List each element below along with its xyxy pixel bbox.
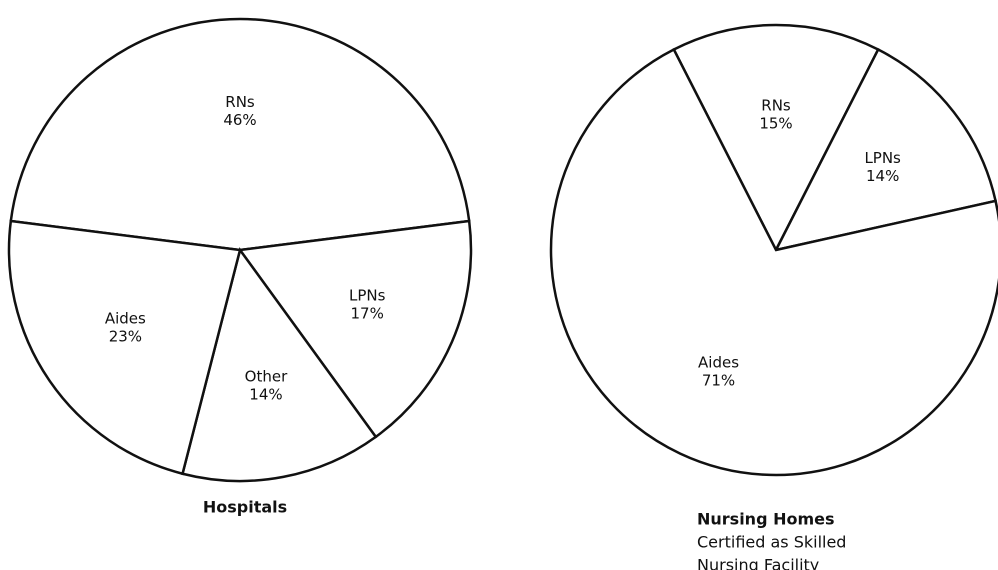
slice-value-label: 15% — [759, 115, 792, 133]
slice-value-label: 71% — [702, 372, 735, 390]
chart-title: Hospitals — [203, 498, 287, 517]
slice-label: LPNs — [864, 149, 901, 167]
slice-value-label: 14% — [866, 167, 899, 185]
pie-slice — [181, 247, 378, 483]
slice-value-label: 46% — [223, 111, 256, 129]
pie-slice — [7, 219, 242, 476]
slice-label: RNs — [225, 93, 255, 111]
slice-value-label: 23% — [109, 327, 142, 345]
chart-subtitle: Certified as Skilled — [697, 533, 846, 552]
slice-label: LPNs — [349, 287, 386, 305]
slice-label: Other — [245, 368, 288, 386]
slice-value-label: 17% — [351, 305, 384, 323]
pie-slice — [549, 47, 998, 477]
slice-value-label: 14% — [249, 386, 282, 404]
pie-slice — [773, 47, 998, 252]
pie-slice — [9, 17, 471, 252]
slice-label: RNs — [761, 97, 791, 115]
pie-slice — [672, 23, 880, 253]
slice-label: Aides — [105, 309, 146, 327]
chart-title: Nursing Homes — [697, 510, 835, 529]
chart-subtitle: Nursing Facility — [697, 556, 819, 570]
pie-slice — [237, 219, 473, 439]
slice-label: Aides — [698, 354, 739, 372]
